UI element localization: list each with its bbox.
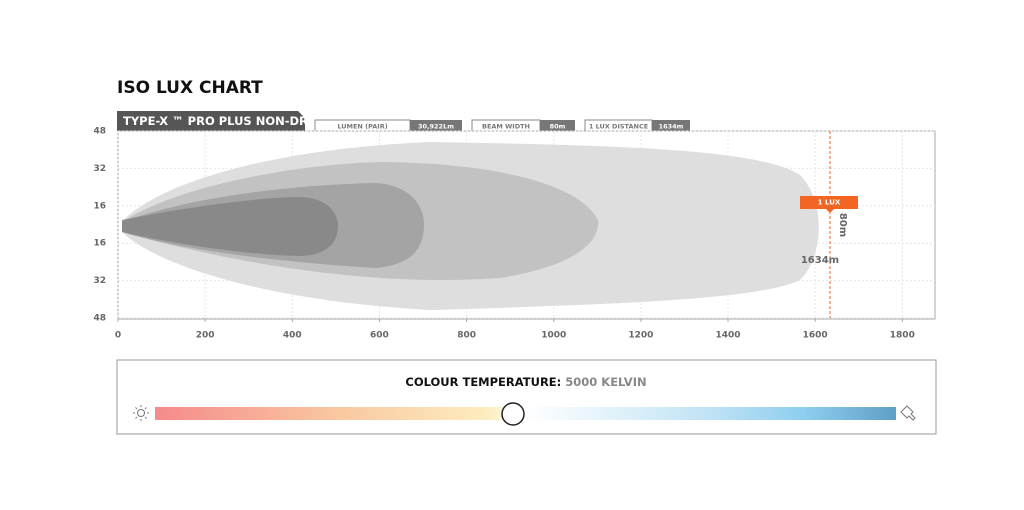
temperature-scale — [155, 407, 896, 420]
x-tick-label: 1000 — [541, 331, 566, 341]
spec-value: 30,922Lm — [418, 123, 454, 131]
x-tick-label: 1800 — [890, 331, 915, 341]
axes: 48 32 16 16 32 48 0 200 400 600 800 1000 1200 1400 160… — [93, 127, 914, 341]
spec-value-box — [652, 120, 690, 132]
x-tick-label: 800 — [457, 331, 476, 341]
y-tick-label: 32 — [93, 164, 106, 174]
y-tick-label: 48 — [93, 127, 106, 137]
colour-panel — [116, 359, 937, 435]
colour-value: 5000 KELVIN — [565, 375, 646, 389]
colour-label: COLOUR TEMPERATURE: — [405, 375, 561, 389]
page-title: ISO LUX CHART — [117, 78, 263, 98]
x-tick-label: 200 — [196, 331, 215, 341]
isolux-contours — [122, 142, 819, 310]
x-tick-label: 0 — [115, 331, 121, 341]
distance-label: 1634m — [801, 255, 839, 266]
spec-value-box — [540, 120, 575, 132]
lux-marker-label: 1 LUX — [818, 199, 841, 207]
colour-heading: COLOUR TEMPERATURE: 5000 KELVIN — [405, 375, 646, 389]
contour — [122, 197, 338, 256]
x-tick-label: 400 — [283, 331, 302, 341]
slider-knob[interactable] — [501, 402, 525, 426]
product-tab — [117, 111, 305, 131]
x-tick-label: 1400 — [715, 331, 740, 341]
lux-marker-pointer — [825, 209, 834, 213]
spec-value: 80m — [550, 123, 566, 131]
lux-marker — [799, 196, 858, 209]
spec-label: LUMEN (PAIR) — [337, 123, 387, 131]
x-tick-label: 1200 — [628, 331, 653, 341]
product-name: TYPE-X ™ PRO PLUS NON-DRL — [123, 114, 316, 128]
y-tick-label: 16 — [93, 201, 106, 211]
spec-value-box — [410, 120, 462, 132]
flashlight-icon — [900, 405, 916, 421]
y-tick-label: 48 — [93, 314, 106, 324]
spec-value: 1634m — [659, 123, 684, 131]
beam-width-label: 80m — [837, 213, 848, 237]
x-tick-label: 600 — [370, 331, 389, 341]
y-tick-label: 16 — [93, 239, 106, 249]
y-tick-label: 32 — [93, 276, 106, 286]
spec-label: 1 LUX DISTANCE — [589, 123, 648, 131]
sun-icon — [133, 405, 149, 421]
spec-label: BEAM WIDTH — [482, 123, 530, 131]
x-tick-label: 1600 — [803, 331, 828, 341]
spec-boxes: LUMEN (PAIR) 30,922Lm BEAM WIDTH 80m 1 LUX D… — [314, 119, 690, 133]
